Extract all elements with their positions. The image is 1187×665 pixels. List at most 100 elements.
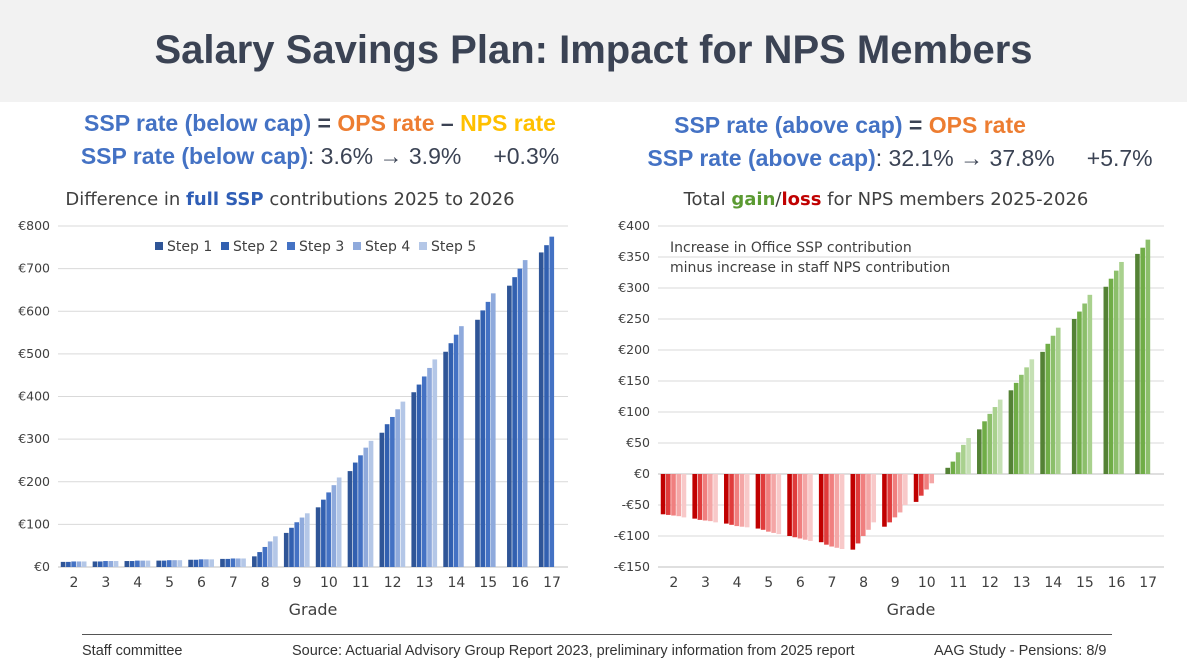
left-chart-title: Difference in full SSP contributions 202…	[20, 189, 560, 210]
bar	[108, 561, 114, 567]
x-tick-label: 11	[950, 575, 968, 591]
chart-title-gain: gain	[731, 189, 776, 210]
bar	[1019, 374, 1024, 474]
formula-operator: =	[311, 110, 338, 136]
x-tick-label: 9	[293, 575, 302, 591]
bar	[992, 407, 998, 474]
bar	[299, 517, 305, 567]
x-tick-label: 7	[229, 575, 238, 591]
bar	[913, 474, 919, 502]
x-tick-label: 2	[69, 575, 78, 591]
x-tick-label: 15	[1076, 575, 1094, 591]
bar	[871, 474, 877, 523]
y-tick-label: €600	[18, 303, 50, 318]
bar	[358, 455, 363, 567]
bar	[918, 474, 924, 496]
x-tick-label: 12	[384, 575, 402, 591]
legend-swatch	[287, 242, 295, 250]
bar	[209, 559, 214, 567]
bar	[776, 474, 782, 535]
x-tick-label: 6	[197, 575, 206, 591]
bar	[1135, 253, 1140, 474]
bar	[945, 467, 951, 474]
formula-term: NPS rate	[460, 110, 556, 136]
formula-rates: : 3.6% → 3.9%	[307, 143, 462, 169]
x-tick-label: 10	[918, 575, 936, 591]
bar	[480, 310, 486, 567]
chart-title-text: for NPS members 2025-2026	[821, 189, 1089, 210]
bar	[448, 343, 454, 567]
bar	[235, 558, 241, 567]
bar	[156, 560, 162, 567]
bar	[802, 474, 808, 540]
bar	[443, 351, 448, 567]
x-tick-label: 14	[1044, 575, 1062, 591]
x-tick-label: 6	[796, 575, 805, 591]
bar	[1040, 351, 1045, 474]
formula-term: OPS rate	[337, 110, 435, 136]
bar	[729, 474, 734, 525]
formula-term: SSP rate (above cap)	[674, 112, 903, 138]
bar	[262, 546, 268, 567]
footer-page: AAG Study - Pensions: 8/9	[934, 643, 1107, 659]
bar	[665, 474, 671, 515]
bar	[966, 438, 971, 474]
y-tick-label: €50	[626, 435, 650, 450]
bar	[368, 440, 374, 567]
x-tick-label: 14	[448, 575, 466, 591]
bar	[766, 474, 771, 532]
bar	[708, 474, 713, 522]
bar	[839, 474, 845, 550]
bar	[1082, 303, 1087, 474]
legend-swatch	[353, 242, 361, 250]
bar	[166, 560, 172, 567]
bar	[1145, 239, 1151, 474]
x-tick-label: 17	[1139, 575, 1157, 591]
bar	[490, 293, 496, 567]
bar	[113, 561, 119, 567]
bar	[390, 416, 395, 567]
bar	[792, 474, 798, 538]
bar	[987, 413, 993, 474]
x-tick-label: 12	[981, 575, 999, 591]
bar	[352, 462, 358, 567]
y-tick-label: €200	[618, 342, 650, 357]
bar	[273, 536, 278, 567]
y-tick-label: -€150	[614, 559, 650, 574]
bar	[326, 492, 331, 567]
right-formula-line1: SSP rate (above cap) = OPS rate	[600, 112, 1100, 139]
bar	[379, 432, 385, 567]
x-tick-label: 4	[733, 575, 742, 591]
bar	[161, 560, 167, 567]
x-tick-label: 13	[416, 575, 434, 591]
right-formula-line2: SSP rate (above cap): 32.1% → 37.8% +5.7%	[600, 145, 1187, 172]
bar	[522, 260, 528, 567]
y-tick-label: €100	[618, 404, 650, 419]
bar	[955, 452, 961, 474]
bar	[411, 392, 417, 567]
x-tick-label: 13	[1013, 575, 1031, 591]
bar	[315, 507, 321, 567]
bar	[453, 334, 459, 567]
x-tick-label: 8	[859, 575, 868, 591]
bar	[1045, 343, 1051, 474]
bar	[220, 558, 225, 567]
bar	[363, 447, 369, 567]
bar	[1103, 286, 1109, 474]
bar	[60, 561, 66, 567]
x-tick-label: 11	[352, 575, 370, 591]
bar	[950, 461, 956, 474]
bar	[903, 474, 908, 505]
y-tick-label: €150	[618, 373, 650, 388]
bar	[507, 285, 512, 567]
chart-title-loss: loss	[781, 189, 822, 210]
bar	[1055, 327, 1061, 474]
legend-swatch	[221, 242, 229, 250]
legend-label: Step 1	[167, 239, 212, 255]
x-axis-label: Grade	[289, 600, 338, 619]
bar	[66, 561, 71, 567]
bar	[485, 301, 491, 567]
bar	[1013, 382, 1019, 474]
bar	[834, 474, 840, 548]
formula-operator: =	[902, 112, 929, 138]
